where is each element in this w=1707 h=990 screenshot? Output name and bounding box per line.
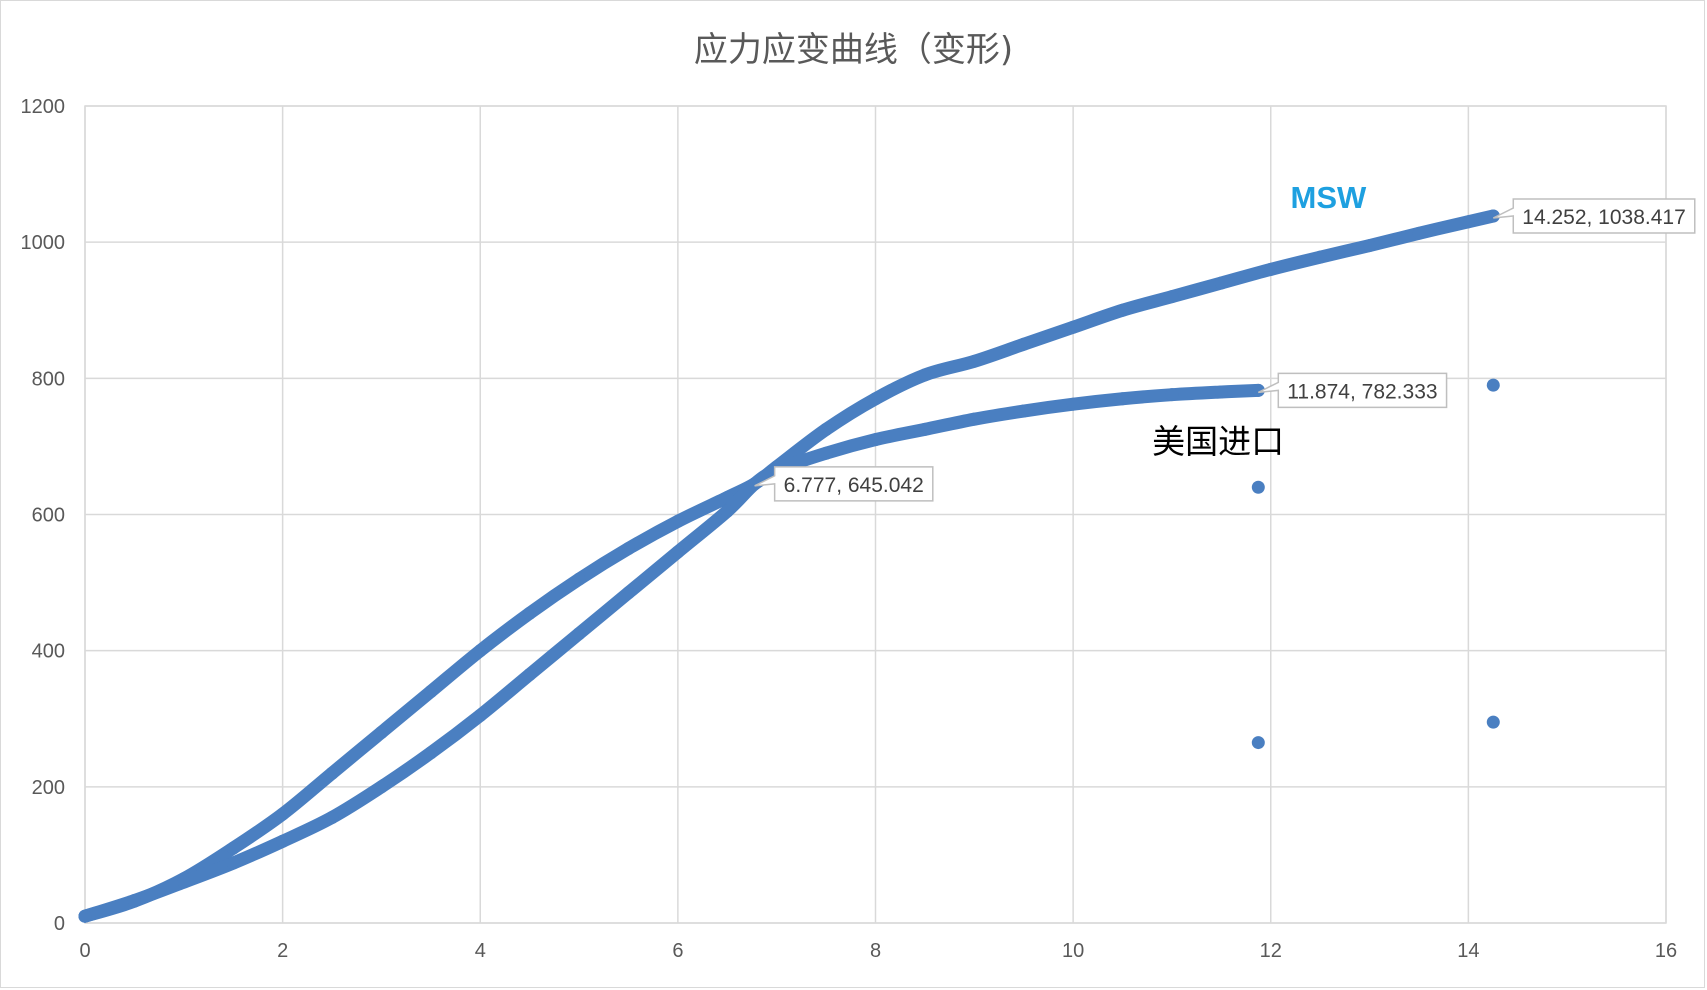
grid-lines	[84, 105, 1667, 924]
data-label-text: 6.777, 645.042	[784, 474, 924, 497]
data-label-callout: 14.252, 1038.417	[1492, 198, 1696, 234]
data-point	[1214, 385, 1228, 399]
data-label-box	[754, 466, 934, 502]
series-annotation: MSW	[1291, 180, 1368, 215]
data-point	[1251, 736, 1265, 750]
y-tick-label: 400	[32, 641, 65, 663]
data-point	[1165, 388, 1179, 402]
data-label-box	[1257, 372, 1448, 409]
x-tick-label: 10	[1062, 940, 1084, 962]
data-point	[523, 667, 537, 681]
data-point	[1461, 215, 1475, 229]
data-point	[226, 856, 240, 870]
data-point	[1214, 276, 1228, 290]
data-point	[1017, 337, 1031, 351]
y-tick-label: 800	[32, 368, 65, 390]
data-point	[177, 875, 191, 889]
data-point	[276, 834, 290, 848]
y-tick-label: 0	[54, 913, 65, 935]
x-tick-label: 6	[672, 940, 683, 962]
data-point	[918, 422, 932, 436]
data-point	[374, 780, 388, 794]
data-point	[374, 725, 388, 739]
data-point	[1313, 250, 1327, 264]
data-label-text: 14.252, 1038.417	[1522, 206, 1686, 229]
data-label-box	[1492, 198, 1696, 234]
data-point	[1066, 320, 1080, 334]
data-point	[1116, 392, 1130, 406]
data-point	[1251, 480, 1265, 494]
data-point	[1412, 226, 1426, 240]
data-point	[869, 392, 882, 406]
data-label-text: 11.874, 782.333	[1287, 380, 1437, 403]
data-point	[819, 422, 833, 436]
x-tick-label: 12	[1260, 940, 1282, 962]
series-annotation: 美国进口	[1152, 422, 1284, 461]
data-point	[1165, 290, 1179, 304]
data-point	[127, 894, 141, 908]
axis-ticks: 0 2 4 6 8 10 12 14 16 0 200 400 600 800 1000 1200	[21, 96, 1678, 962]
data-point	[1066, 397, 1080, 411]
data-point	[523, 606, 537, 620]
chart-title: 应力应变曲线（变形)	[693, 30, 1014, 70]
data-point	[967, 412, 981, 426]
data-point	[1251, 383, 1265, 397]
x-tick-label: 14	[1457, 940, 1479, 962]
data-point	[276, 807, 290, 821]
data-point	[621, 542, 635, 556]
x-tick-label: 0	[79, 940, 90, 962]
data-point	[572, 627, 586, 641]
data-point	[325, 810, 339, 824]
data-point	[967, 354, 981, 368]
data-point	[720, 504, 734, 518]
series-curve-2	[78, 383, 1265, 923]
data-point	[1363, 239, 1377, 253]
x-tick-label: 4	[475, 940, 486, 962]
x-tick-label: 2	[277, 940, 288, 962]
data-point	[473, 708, 487, 722]
data-point	[424, 746, 438, 760]
data-point	[473, 644, 487, 658]
y-tick-label: 1000	[21, 232, 66, 254]
y-tick-label: 1200	[21, 96, 66, 118]
data-point	[1486, 378, 1500, 392]
data-point	[819, 446, 833, 460]
x-tick-label: 16	[1655, 940, 1677, 962]
data-point	[1017, 404, 1031, 418]
data-point	[1264, 262, 1278, 276]
data-point	[748, 477, 762, 491]
data-point	[226, 841, 240, 855]
data-point	[918, 368, 932, 382]
data-point	[869, 433, 882, 447]
data-point	[1486, 209, 1500, 223]
data-label-callout: 11.874, 782.333	[1257, 372, 1448, 409]
data-point	[671, 514, 685, 528]
data-point	[424, 685, 438, 699]
data-point	[78, 909, 92, 923]
y-tick-label: 600	[32, 505, 65, 527]
series-curve-1	[78, 209, 1500, 923]
data-point	[572, 572, 586, 586]
data-label-callout: 6.777, 645.042	[754, 466, 934, 502]
data-point	[1486, 715, 1500, 729]
data-point	[1116, 303, 1130, 317]
data-point	[671, 545, 685, 559]
data-point	[621, 586, 635, 600]
data-labels: 14.252, 1038.417 11.874, 782.333 6.777, 64…	[754, 198, 1696, 502]
series-layer	[78, 209, 1500, 923]
data-point	[325, 766, 339, 780]
y-tick-label: 200	[32, 777, 65, 799]
x-tick-label: 8	[870, 940, 881, 962]
annotations: MSW 美国进口	[1152, 180, 1367, 461]
